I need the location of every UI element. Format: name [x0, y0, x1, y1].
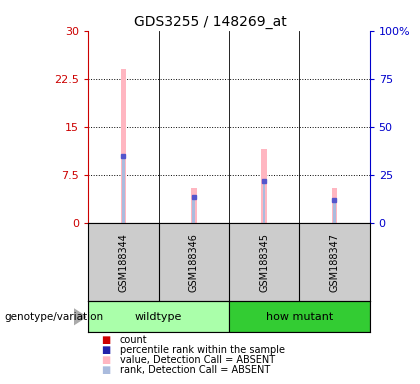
- Bar: [192, 197, 195, 223]
- Text: GSM188344: GSM188344: [118, 233, 129, 291]
- Bar: [261, 149, 267, 223]
- Bar: [121, 69, 126, 223]
- Text: percentile rank within the sample: percentile rank within the sample: [120, 345, 285, 355]
- Bar: [262, 181, 265, 223]
- Text: ■: ■: [101, 345, 110, 355]
- Bar: [88, 301, 229, 332]
- Bar: [191, 187, 197, 223]
- Text: ■: ■: [101, 365, 110, 375]
- Bar: [122, 156, 125, 223]
- Text: genotype/variation: genotype/variation: [4, 312, 103, 322]
- Text: wildtype: wildtype: [135, 312, 182, 322]
- Bar: [229, 301, 370, 332]
- Text: rank, Detection Call = ABSENT: rank, Detection Call = ABSENT: [120, 365, 270, 375]
- Text: GSM188347: GSM188347: [329, 233, 339, 291]
- Bar: [332, 187, 337, 223]
- Text: how mutant: how mutant: [265, 312, 333, 322]
- Polygon shape: [74, 309, 86, 325]
- Text: GSM188346: GSM188346: [189, 233, 199, 291]
- Text: GDS3255 / 148269_at: GDS3255 / 148269_at: [134, 15, 286, 29]
- Text: ■: ■: [101, 355, 110, 365]
- Text: value, Detection Call = ABSENT: value, Detection Call = ABSENT: [120, 355, 275, 365]
- Bar: [333, 200, 336, 223]
- Text: count: count: [120, 335, 147, 345]
- Text: GSM188345: GSM188345: [259, 233, 269, 291]
- Text: ■: ■: [101, 335, 110, 345]
